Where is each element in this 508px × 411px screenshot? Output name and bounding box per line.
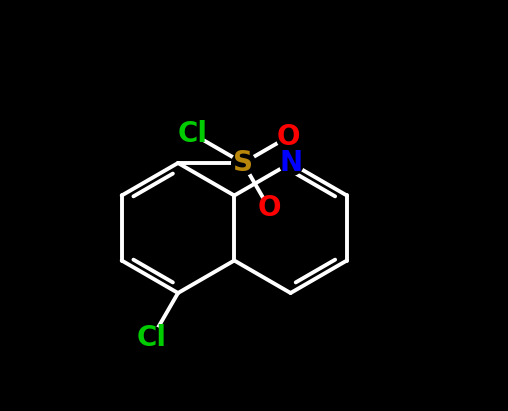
Text: O: O bbox=[276, 123, 300, 151]
Text: Cl: Cl bbox=[137, 324, 167, 352]
Text: N: N bbox=[279, 149, 302, 177]
Text: Cl: Cl bbox=[177, 120, 207, 148]
Text: S: S bbox=[233, 149, 253, 177]
Text: O: O bbox=[257, 194, 281, 222]
